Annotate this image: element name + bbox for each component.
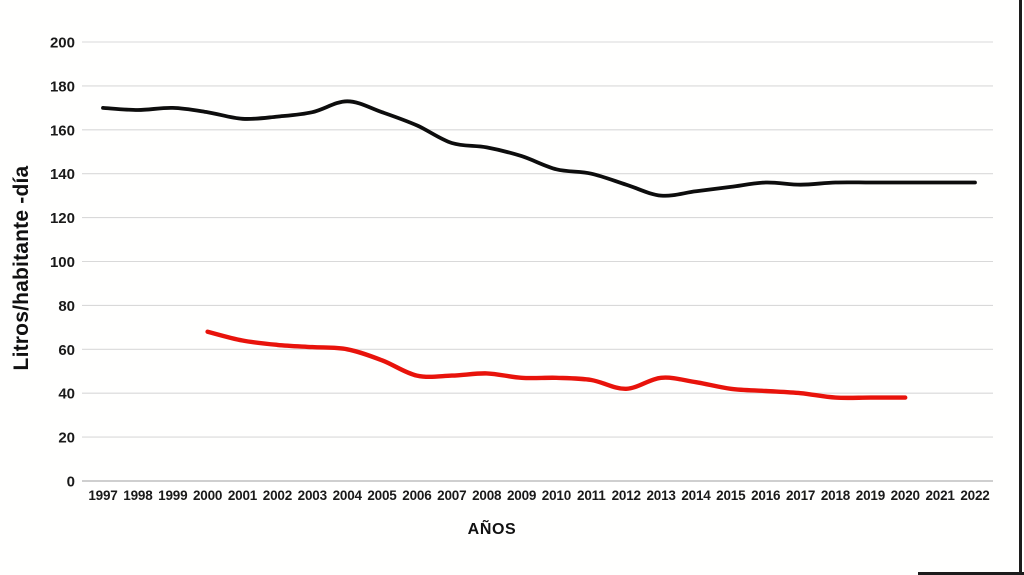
x-tick-label: 2017 — [786, 488, 815, 503]
x-tick-label: 2019 — [856, 488, 885, 503]
x-tick-label: 2004 — [333, 488, 363, 503]
x-tick-label: 2002 — [263, 488, 292, 503]
x-tick-label: 2022 — [960, 488, 989, 503]
y-tick-label: 200 — [50, 35, 75, 52]
y-tick-label: 40 — [58, 386, 75, 403]
x-tick-label: 1999 — [158, 488, 187, 503]
x-tick-label: 2014 — [681, 488, 711, 503]
x-tick-label: 2003 — [298, 488, 328, 503]
y-tick-label: 0 — [67, 474, 75, 491]
x-tick-label: 2005 — [367, 488, 397, 503]
page-edge-right — [1019, 0, 1022, 575]
x-tick-label: 2015 — [716, 488, 746, 503]
series-serie-roja — [205, 329, 908, 401]
y-tick-label: 140 — [50, 166, 75, 183]
x-tick-label: 2009 — [507, 488, 536, 503]
y-tick-label: 20 — [58, 430, 75, 447]
y-tick-label: 180 — [50, 78, 75, 95]
y-axis-title: Litros/habitante -día — [10, 165, 33, 371]
y-tick-label: 120 — [50, 210, 75, 227]
x-tick-label: 2010 — [542, 488, 571, 503]
x-axis-title: AÑOS — [467, 521, 517, 538]
y-tick-label: 160 — [50, 122, 75, 139]
y-tick-label: 100 — [50, 254, 75, 271]
x-tick-label: 2018 — [821, 488, 851, 503]
x-tick-label: 2006 — [402, 488, 432, 503]
x-tick-label: 2001 — [228, 488, 258, 503]
x-tick-label: 2011 — [577, 488, 606, 503]
x-tick-label: 2016 — [751, 488, 781, 503]
x-tick-label: 2020 — [891, 488, 920, 503]
x-tick-label: 1997 — [88, 488, 117, 503]
series-serie-negra — [101, 99, 977, 198]
x-tick-label: 2000 — [193, 488, 222, 503]
x-tick-label: 2021 — [925, 488, 955, 503]
page-edge-bottom-right — [918, 572, 1024, 575]
x-tick-label: 2013 — [646, 488, 676, 503]
x-tick-label: 1998 — [123, 488, 153, 503]
x-tick-label: 2008 — [472, 488, 502, 503]
x-tick-label: 2007 — [437, 488, 466, 503]
y-tick-label: 80 — [58, 298, 75, 315]
y-tick-label: 60 — [58, 342, 75, 359]
x-tick-label: 2012 — [612, 488, 641, 503]
